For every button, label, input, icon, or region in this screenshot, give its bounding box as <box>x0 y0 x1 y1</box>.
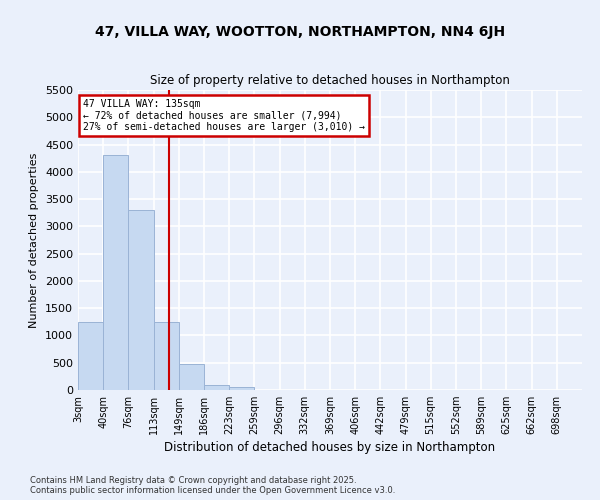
Text: 47 VILLA WAY: 135sqm
← 72% of detached houses are smaller (7,994)
27% of semi-de: 47 VILLA WAY: 135sqm ← 72% of detached h… <box>83 99 365 132</box>
Bar <box>204 384 229 390</box>
Bar <box>229 388 254 390</box>
X-axis label: Distribution of detached houses by size in Northampton: Distribution of detached houses by size … <box>164 442 496 454</box>
Bar <box>128 210 154 390</box>
Title: Size of property relative to detached houses in Northampton: Size of property relative to detached ho… <box>150 74 510 88</box>
Y-axis label: Number of detached properties: Number of detached properties <box>29 152 40 328</box>
Bar <box>154 322 179 390</box>
Bar <box>179 364 204 390</box>
Text: 47, VILLA WAY, WOOTTON, NORTHAMPTON, NN4 6JH: 47, VILLA WAY, WOOTTON, NORTHAMPTON, NN4… <box>95 25 505 39</box>
Text: Contains HM Land Registry data © Crown copyright and database right 2025.
Contai: Contains HM Land Registry data © Crown c… <box>30 476 395 495</box>
Bar <box>103 156 128 390</box>
Bar <box>78 322 103 390</box>
